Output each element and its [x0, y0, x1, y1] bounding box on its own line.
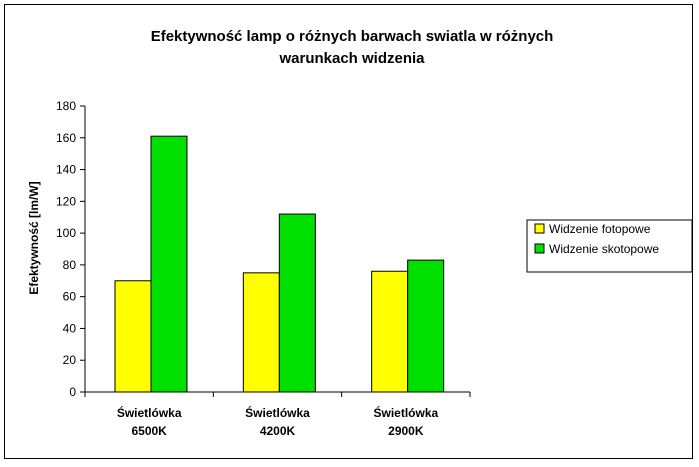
- y-tick-label: 140: [56, 163, 76, 177]
- y-tick-label: 20: [63, 353, 77, 367]
- y-tick-label: 100: [56, 226, 76, 240]
- bar-skotopowe-1: [278, 213, 316, 393]
- x-category-label: Świetlówka: [117, 405, 182, 420]
- chart-title-line-1: Efektywność lamp o różnych barwach swiat…: [151, 28, 554, 45]
- bar-fotopowe-0: [114, 280, 152, 393]
- x-category-label: Świetlówka: [245, 405, 310, 420]
- y-tick-label: 80: [63, 258, 77, 272]
- bar-skotopowe-2: [407, 259, 445, 393]
- y-tick-label: 120: [56, 194, 76, 208]
- bar-skotopowe-0: [150, 135, 188, 393]
- legend-label: Widzenie fotopowe: [549, 222, 651, 236]
- bar-chart: Efektywność lamp o różnych barwach swiat…: [27, 28, 693, 438]
- y-axis-title: Efektywność [lm/W]: [27, 181, 41, 294]
- legend-box: [526, 219, 693, 273]
- bar-fotopowe-1: [242, 272, 280, 393]
- chart-title-line-2: warunkach widzenia: [278, 50, 425, 67]
- x-category-label: 2900K: [388, 424, 424, 438]
- y-tick-label: 160: [56, 131, 76, 145]
- plot-area: 0 20 40 60 80 100 120 140 160 180 Świetlówka 6500K Ś…: [56, 99, 471, 438]
- y-tick-label: 180: [56, 99, 76, 113]
- bar-fotopowe-2: [371, 270, 409, 393]
- chart-frame: Efektywność lamp o różnych barwach swiat…: [4, 4, 693, 459]
- x-category-label: 4200K: [260, 424, 296, 438]
- legend-swatch: [534, 223, 545, 234]
- x-category-label: Świetlówka: [373, 405, 438, 420]
- x-category-label: 6500K: [131, 424, 167, 438]
- y-tick-label: 60: [63, 290, 77, 304]
- legend-label: Widzenie skotopowe: [549, 242, 659, 256]
- legend: Widzenie fotopowe Widzenie skotopowe: [526, 219, 693, 273]
- y-tick-label: 40: [63, 321, 77, 335]
- legend-swatch: [534, 243, 545, 254]
- y-tick-label: 0: [69, 385, 76, 399]
